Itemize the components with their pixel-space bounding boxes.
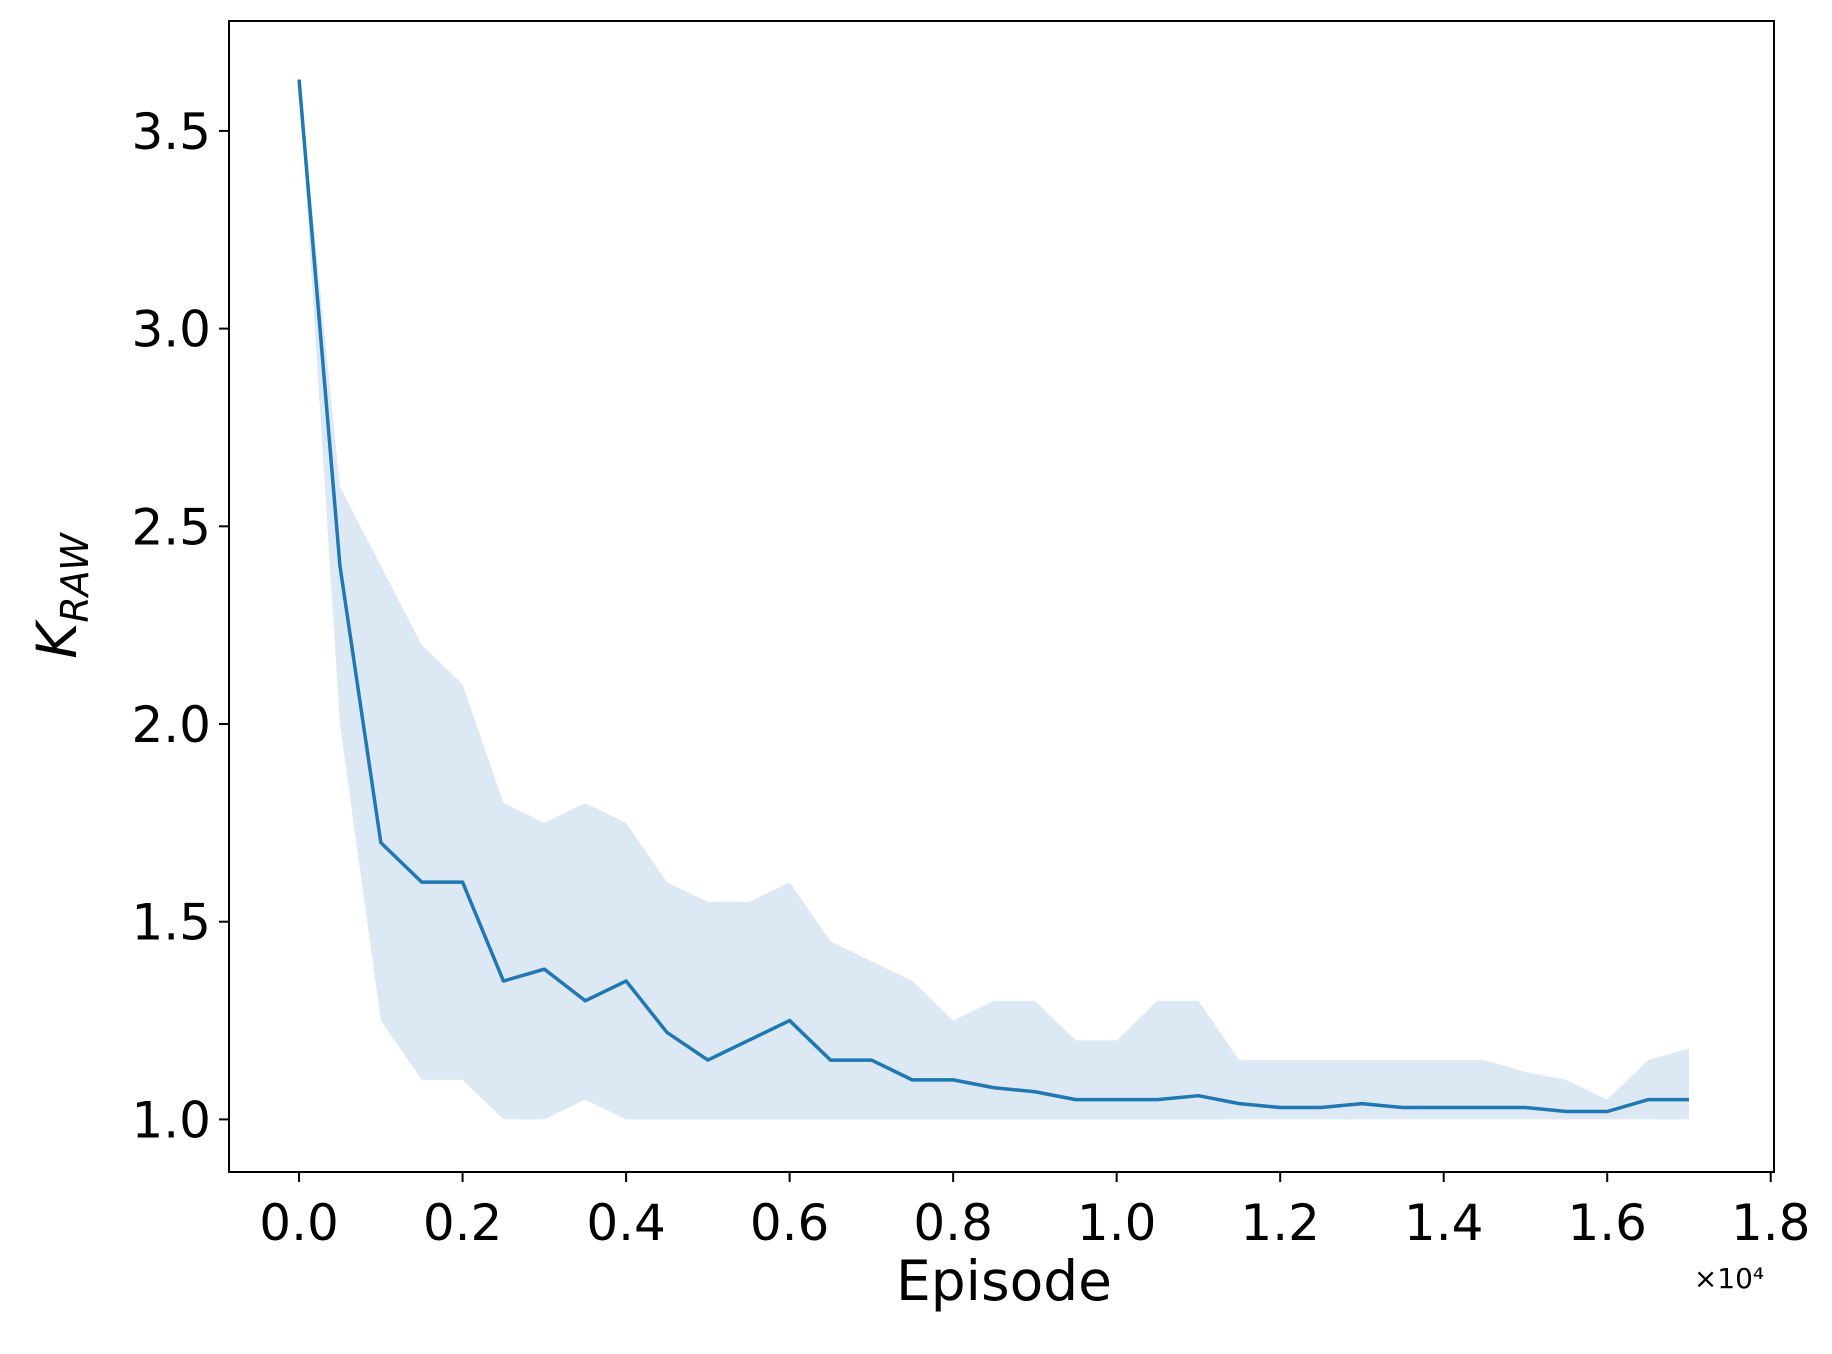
x-axis-label: Episode (896, 1249, 1112, 1313)
y-tick-label: 2.0 (131, 696, 211, 754)
x-tick-label: 0.2 (423, 1194, 503, 1252)
y-tick-label: 1.5 (131, 894, 211, 952)
x-tick-label: 1.8 (1731, 1194, 1811, 1252)
y-axis-label-sub: RAW (53, 532, 97, 623)
x-tick-label: 0.4 (586, 1194, 666, 1252)
y-tick-label: 3.5 (131, 103, 211, 161)
x-tick-label: 0.0 (259, 1194, 339, 1252)
y-tick-label: 1.0 (131, 1091, 211, 1149)
confidence-band (299, 79, 1689, 1120)
x-offset-label: ×10⁴ (1694, 1262, 1764, 1295)
plot-frame (228, 20, 1775, 1173)
x-tick-label: 0.8 (913, 1194, 993, 1252)
x-tick-label: 1.4 (1404, 1194, 1484, 1252)
x-tick-label: 1.2 (1240, 1194, 1320, 1252)
data-line (297, 79, 1689, 1114)
x-tick-label: 1.6 (1567, 1194, 1647, 1252)
y-axis-label-main: K (25, 619, 89, 659)
y-tick-label: 2.5 (131, 498, 211, 556)
y-tick-label: 3.0 (131, 301, 211, 359)
y-axis-label: KRAW (25, 532, 97, 659)
x-tick-label: 1.0 (1077, 1194, 1157, 1252)
x-tick-label: 0.6 (750, 1194, 830, 1252)
